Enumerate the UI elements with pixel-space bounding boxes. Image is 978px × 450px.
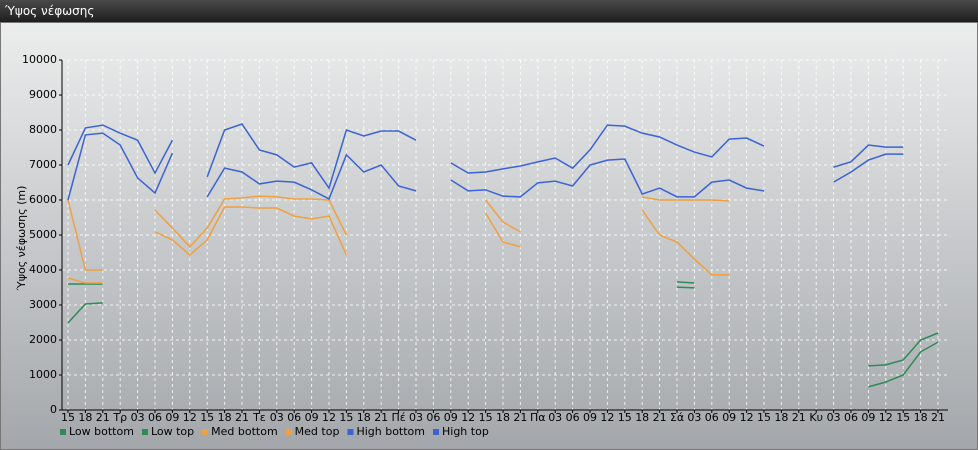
series-line — [67, 132, 904, 201]
legend-label: Med bottom — [211, 425, 278, 438]
legend-swatch — [347, 429, 354, 435]
x-tick-label: Πέ — [391, 411, 405, 424]
legend-swatch — [202, 429, 209, 435]
x-tick-label: 21 — [96, 411, 110, 424]
x-tick-label: Τε — [252, 411, 266, 424]
chart-background — [0, 22, 978, 450]
legend-label: Med top — [295, 425, 340, 438]
legend-label: High bottom — [356, 425, 425, 438]
y-tick-label: 6000 — [29, 193, 57, 206]
x-tick-label: 03 — [548, 411, 562, 424]
x-tick-label: Σά — [670, 411, 684, 424]
x-tick-label: 06 — [287, 411, 301, 424]
y-tick-label: 1000 — [29, 368, 57, 381]
x-tick-label: 15 — [896, 411, 910, 424]
chart: Ύψος νέφωσης (m) 0 1000 2000 3000 4000 5000 60… — [0, 22, 978, 450]
y-tick-label: 0 — [50, 403, 57, 416]
x-tick-label: 12 — [740, 411, 754, 424]
legend-swatch — [60, 429, 66, 435]
x-tick-label: Κυ — [809, 411, 823, 424]
series-line — [67, 123, 904, 190]
y-axis-label: Ύψος νέφωσης (m) — [15, 186, 28, 292]
y-tick-label: 3000 — [29, 298, 57, 311]
y-tick-label: 9000 — [29, 88, 57, 101]
x-tick-label: 12 — [461, 411, 475, 424]
x-tick-label: 03 — [131, 411, 145, 424]
x-tick-label: 21 — [792, 411, 806, 424]
series-line — [67, 206, 730, 284]
x-tick-label: 12 — [879, 411, 893, 424]
x-tick-label: Τρ — [112, 411, 127, 424]
series-line — [67, 286, 939, 388]
x-tick-label: 18 — [357, 411, 371, 424]
series-line — [67, 195, 730, 271]
x-tick-label: 09 — [722, 411, 736, 424]
x-tick-label: 09 — [305, 411, 319, 424]
x-tick-label: 21 — [931, 411, 945, 424]
x-tick-label: 06 — [844, 411, 858, 424]
x-tick-label: 03 — [827, 411, 841, 424]
x-tick-label: 15 — [757, 411, 771, 424]
x-tick-label: 03 — [270, 411, 284, 424]
x-tick-label: 06 — [148, 411, 162, 424]
x-tick-label: 21 — [653, 411, 667, 424]
x-tick-label: Πα — [530, 411, 546, 424]
legend-label: Low top — [151, 425, 194, 438]
x-tick-label: 12 — [183, 411, 197, 424]
x-tick-label: 09 — [861, 411, 875, 424]
x-tick-label: 06 — [705, 411, 719, 424]
y-tick-label: 8000 — [29, 123, 57, 136]
legend-swatch — [433, 429, 439, 435]
x-tick-label: 12 — [600, 411, 614, 424]
x-tick-label: 03 — [687, 411, 701, 424]
legend-swatch — [141, 429, 148, 435]
x-tick-label: 21 — [374, 411, 388, 424]
x-tick-label: 18 — [635, 411, 649, 424]
x-tick-label: 21 — [235, 411, 249, 424]
x-tick-label: 12 — [322, 411, 336, 424]
x-tick-label: 03 — [409, 411, 423, 424]
y-tick-label: 4000 — [29, 263, 57, 276]
x-tick-label: 18 — [914, 411, 928, 424]
y-tick-label: 2000 — [29, 333, 57, 346]
x-tick-label: 15 — [200, 411, 214, 424]
legend-label: Low bottom — [69, 425, 134, 438]
x-tick-label: 18 — [218, 411, 232, 424]
x-tick-label: 15 — [479, 411, 493, 424]
y-tick-label: 5000 — [29, 228, 57, 241]
legend-label: High top — [442, 425, 489, 438]
window-title: Ύψος νέφωσης — [0, 0, 978, 22]
x-tick-label: 15 — [339, 411, 353, 424]
y-tick-label: 7000 — [29, 158, 57, 171]
x-tick-label: 09 — [165, 411, 179, 424]
x-tick-label: 18 — [78, 411, 92, 424]
x-tick-label: 09 — [583, 411, 597, 424]
x-tick-label: 21 — [513, 411, 527, 424]
x-tick-label: 06 — [566, 411, 580, 424]
x-tick-label: 18 — [496, 411, 510, 424]
x-tick-label: 06 — [426, 411, 440, 424]
x-tick-label: 09 — [444, 411, 458, 424]
y-tick-label: 10000 — [22, 53, 57, 66]
series-line — [68, 281, 939, 367]
x-tick-label: 15 — [618, 411, 632, 424]
legend-swatch — [285, 429, 292, 435]
x-tick-label: 18 — [774, 411, 788, 424]
x-tick-label: 15 — [61, 411, 75, 424]
